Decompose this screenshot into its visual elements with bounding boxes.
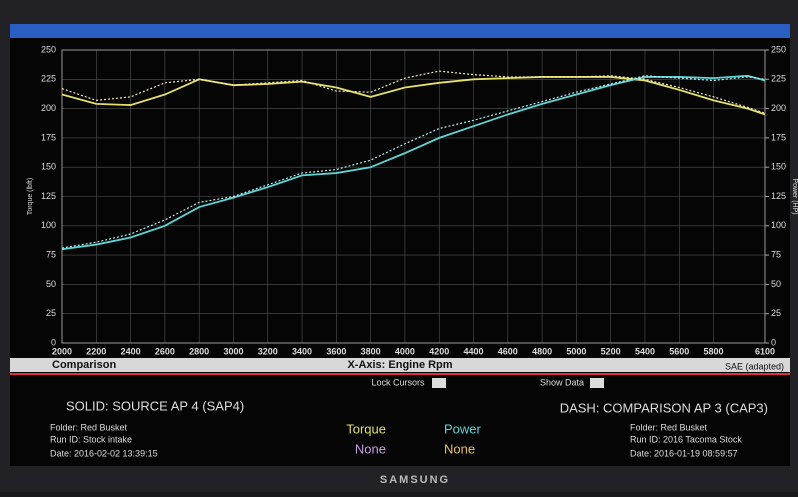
x-tick-label: 3600 (326, 346, 346, 356)
x-tick-label: 4200 (429, 346, 449, 356)
source-title: SOLID: SOURCE AP 4 (SAP4) (66, 398, 244, 413)
series-line (61, 76, 766, 116)
toolbar-left: Comparison (52, 359, 116, 371)
x-tick-label: 3000 (223, 346, 243, 356)
y2-tick-label: 100 (771, 220, 786, 230)
channel[interactable]: Torque (346, 421, 386, 436)
y-tick-label: 225 (41, 74, 56, 84)
series-line (61, 75, 766, 249)
brand: SAMSUNG (380, 474, 450, 486)
y2-tick-label: 0 (771, 337, 776, 347)
y2-tick-label: 150 (771, 162, 786, 172)
y-tick-label: 125 (41, 191, 56, 201)
y-tick-label: 250 (41, 44, 56, 54)
x-tick-label: 5200 (601, 346, 621, 356)
x-tick-label: 4400 (463, 346, 483, 356)
source-run: Run ID: Stock intake (50, 434, 132, 444)
comparison-run: Run ID: 2016 Tacoma Stock (630, 434, 742, 444)
y2-tick-label: 25 (771, 308, 781, 318)
x-tick-label: 2600 (155, 346, 175, 356)
x-tick-label: 5000 (566, 346, 586, 356)
y-tick-label: 50 (46, 279, 56, 289)
checkbox[interactable] (590, 378, 604, 388)
source-date: Date: 2016-02-02 13:39:15 (50, 448, 158, 458)
x-tick-label: 3800 (361, 346, 381, 356)
x-tick-label: 4800 (532, 346, 552, 356)
y-tick-label: 25 (46, 308, 56, 318)
channel[interactable]: Power (444, 421, 482, 436)
screen (10, 24, 790, 466)
series-line (61, 70, 766, 114)
channel[interactable]: None (355, 441, 386, 456)
x-axis-label[interactable]: X-Axis: Engine Rpm (347, 359, 452, 371)
x-tick-label: 3400 (292, 346, 312, 356)
y-tick-label: 100 (41, 220, 56, 230)
x-tick-label: 4600 (498, 346, 518, 356)
y-axis-label: Torque (lbft) (27, 178, 34, 215)
x-tick-label: 6100 (755, 346, 775, 356)
source-folder: Folder: Red Busket (50, 422, 128, 432)
x-tick-label: 5600 (669, 346, 689, 356)
y-tick-label: 150 (41, 162, 56, 172)
y2-tick-label: 250 (771, 44, 786, 54)
y-tick-label: 75 (46, 249, 56, 259)
y2-tick-label: 75 (771, 249, 781, 259)
x-tick-label: 2400 (121, 346, 141, 356)
x-tick-label: 2000 (52, 346, 72, 356)
plot: 0 25 50 75 100 125 150 175 200 225 250 0 25 50 75 100 12… (27, 44, 798, 356)
lock-cursors[interactable]: Lock Cursors (371, 377, 425, 387)
toolbar (10, 358, 790, 372)
comparison-date: Date: 2016-01-19 08:59:57 (630, 448, 738, 458)
comparison-folder: Folder: Red Busket (630, 422, 708, 432)
y2-tick-label: 175 (771, 132, 786, 142)
y-tick-label: 0 (51, 337, 56, 347)
y2-tick-label: 125 (771, 191, 786, 201)
y-tick-label: 175 (41, 132, 56, 142)
show-data[interactable]: Show Data (540, 377, 584, 387)
checkbox[interactable] (432, 378, 446, 388)
plot-frame (61, 49, 766, 344)
y2-axis-label: Power (HP) (791, 178, 798, 214)
x-tick-label: 3200 (258, 346, 278, 356)
channel[interactable]: None (444, 441, 475, 456)
x-tick-label: 4000 (395, 346, 415, 356)
y2-tick-label: 225 (771, 74, 786, 84)
y2-tick-label: 50 (771, 279, 781, 289)
x-tick-label: 5400 (635, 346, 655, 356)
x-tick-label: 2800 (189, 346, 209, 356)
toolbar-right: SAE (adapted) (725, 361, 784, 371)
y-tick-label: 200 (41, 103, 56, 113)
comparison-title: DASH: COMPARISON AP 3 (CAP3) (560, 400, 768, 415)
x-tick-label: 5800 (704, 346, 724, 356)
y2-tick-label: 200 (771, 103, 786, 113)
x-tick-label: 2200 (86, 346, 106, 356)
title-bar (10, 24, 790, 38)
